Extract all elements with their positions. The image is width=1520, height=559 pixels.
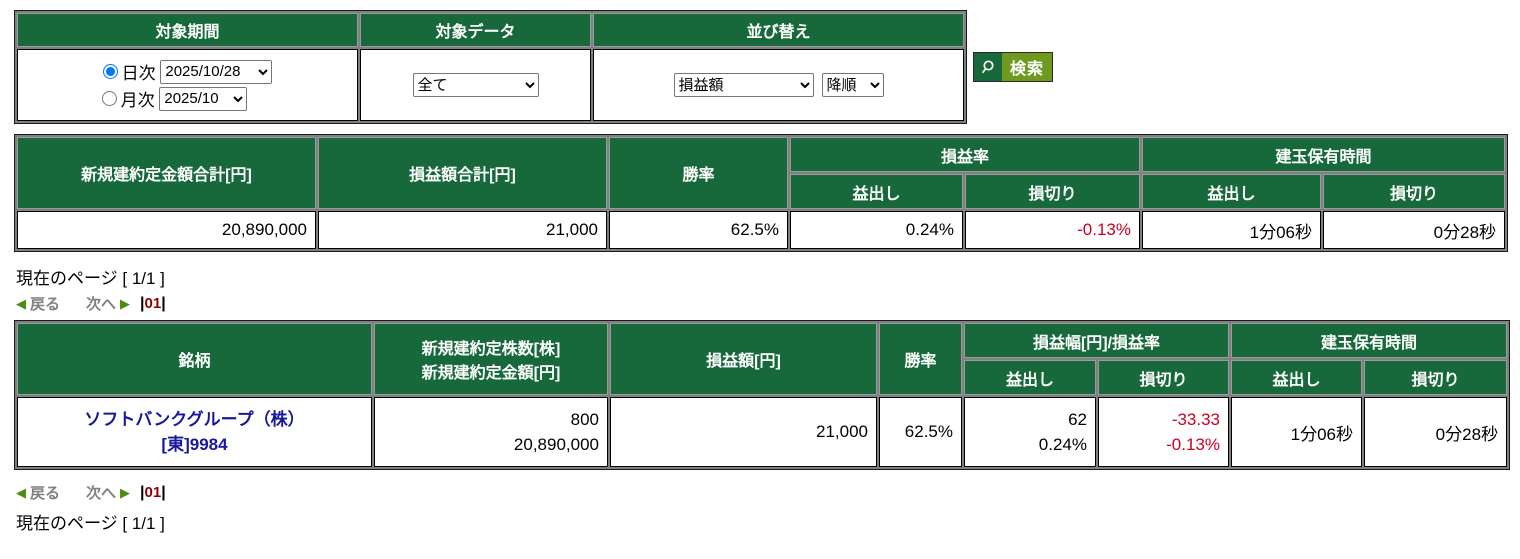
summary-subheader-loss-rate: 損切り — [965, 174, 1141, 209]
daily-date-select[interactable]: 2025/10/28 — [160, 59, 273, 84]
pipe-left: | — [140, 483, 145, 501]
summary-amount-value: 20,890,000 — [17, 211, 316, 249]
summary-subheader-profit-time: 益出し — [1142, 174, 1322, 209]
detail-pl-value: 21,000 — [610, 397, 877, 467]
target-data-select[interactable]: 全て — [412, 73, 539, 97]
stock-name-link[interactable]: ソフトバンクグループ（株） — [84, 409, 305, 429]
detail-subheader-loss-width: 損切り — [1098, 360, 1230, 395]
search-button-label: 検索 — [1010, 61, 1045, 78]
detail-header-holdtime: 建玉保有時間 — [1231, 323, 1508, 358]
summary-header-plrate: 損益率 — [790, 137, 1141, 172]
summary-subheader-loss-time: 損切り — [1323, 174, 1506, 209]
detail-header-plwidth: 損益幅[円]/損益率 — [964, 323, 1230, 358]
page-number-link[interactable]: 01 — [144, 295, 162, 312]
summary-loss-time-value: 0分28秒 — [1323, 211, 1506, 249]
detail-subheader-profit-time: 益出し — [1231, 360, 1363, 395]
summary-header-winrate: 勝率 — [609, 137, 788, 209]
summary-pl-value: 21,000 — [318, 211, 607, 249]
search-button[interactable]: 検索 — [973, 52, 1054, 82]
pipe-right: | — [161, 294, 166, 312]
detail-header-pl: 損益額[円] — [610, 323, 877, 395]
detail-table: 銘柄 新規建約定株数[株] 新規建約定金額[円] 損益額[円] 勝率 損益幅[円… — [14, 320, 1511, 470]
pipe-left: | — [140, 294, 145, 312]
next-arrow-icon: ▶ — [120, 484, 131, 500]
next-link[interactable]: 次へ — [86, 485, 117, 502]
summary-profit-rate-value: 0.24% — [790, 211, 963, 249]
pagination-top: ◀ 戻る 次へ ▶ | 01 | — [16, 293, 1506, 314]
filter-table: 対象期間 対象データ 並び替え 日次 2025/10/28 月次 — [14, 10, 967, 124]
filter-sort-cell: 損益額 降順 — [593, 49, 964, 121]
search-icon — [974, 53, 1002, 81]
next-arrow-icon: ▶ — [120, 295, 131, 311]
detail-winrate-value: 62.5% — [879, 397, 962, 467]
detail-header-shares: 新規建約定株数[株] 新規建約定金額[円] — [374, 323, 608, 395]
shares-amount-cell: 800 20,890,000 — [374, 397, 608, 467]
stock-cell: ソフトバンクグループ（株） [東]9984 — [17, 397, 372, 467]
detail-profit-time-value: 1分06秒 — [1231, 397, 1363, 467]
detail-loss-cell: -33.33 -0.13% — [1098, 397, 1230, 467]
filter-data-cell: 全て — [360, 49, 591, 121]
daily-radio-label: 日次 — [121, 64, 156, 83]
summary-header-holdtime: 建玉保有時間 — [1142, 137, 1506, 172]
detail-row-softbank: ソフトバンクグループ（株） [東]9984 800 20,890,000 21,… — [17, 397, 1508, 467]
summary-profit-time-value: 1分06秒 — [1142, 211, 1322, 249]
pagination-bottom: ◀ 戻る 次へ ▶ | 01 | — [16, 482, 1506, 503]
current-page-text-bottom: 現在のページ [ 1/1 ] — [16, 514, 165, 533]
pipe-right: | — [161, 483, 166, 501]
detail-subheader-loss-time: 損切り — [1364, 360, 1508, 395]
back-arrow-icon: ◀ — [16, 295, 26, 311]
current-page-text-top: 現在のページ [ 1/1 ] — [16, 269, 165, 288]
summary-winrate-value: 62.5% — [609, 211, 788, 249]
summary-loss-rate-value: -0.13% — [965, 211, 1141, 249]
summary-header-pl: 損益額合計[円] — [318, 137, 607, 209]
next-link[interactable]: 次へ — [86, 296, 117, 313]
back-link[interactable]: 戻る — [30, 296, 61, 313]
monthly-radio[interactable] — [101, 91, 117, 106]
filter-header-period: 対象期間 — [17, 13, 358, 47]
detail-profit-cell: 62 0.24% — [964, 397, 1096, 467]
detail-header-stock: 銘柄 — [17, 323, 372, 395]
filter-header-data: 対象データ — [360, 13, 591, 47]
summary-header-amount: 新規建約定金額合計[円] — [17, 137, 316, 209]
detail-header-winrate: 勝率 — [879, 323, 962, 395]
back-link[interactable]: 戻る — [30, 485, 61, 502]
summary-subheader-profit-rate: 益出し — [790, 174, 963, 209]
stock-code-link[interactable]: [東]9984 — [161, 435, 228, 454]
sort-key-select[interactable]: 損益額 — [673, 73, 814, 97]
sort-order-select[interactable]: 降順 — [821, 73, 884, 97]
detail-loss-time-value: 0分28秒 — [1364, 397, 1508, 467]
monthly-date-select[interactable]: 2025/10 — [159, 86, 248, 111]
daily-radio[interactable] — [102, 64, 118, 79]
summary-table: 新規建約定金額合計[円] 損益額合計[円] 勝率 損益率 建玉保有時間 益出し … — [14, 134, 1509, 252]
summary-row: 20,890,000 21,000 62.5% 0.24% -0.13% 1分0… — [17, 211, 1506, 249]
monthly-radio-label: 月次 — [120, 91, 155, 110]
filter-header-sort: 並び替え — [593, 13, 964, 47]
detail-subheader-profit-width: 益出し — [964, 360, 1096, 395]
back-arrow-icon: ◀ — [16, 484, 26, 500]
page-number-link[interactable]: 01 — [144, 484, 162, 501]
filter-period-cell: 日次 2025/10/28 月次 2025/10 — [17, 49, 358, 121]
filter-section: 対象期間 対象データ 並び替え 日次 2025/10/28 月次 — [14, 10, 1506, 124]
